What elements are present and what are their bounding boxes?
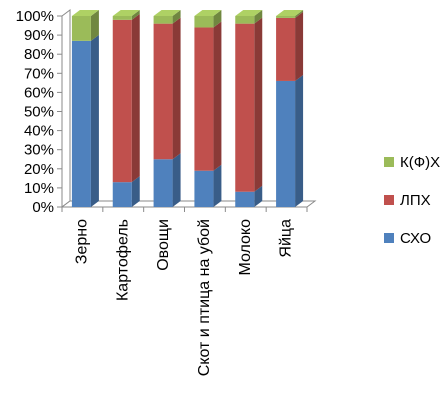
x-category-label: Яйца bbox=[278, 219, 295, 258]
bar-4-series-2-front bbox=[235, 16, 255, 24]
bar-2-series-0-side bbox=[172, 153, 181, 207]
legend-label: К(Ф)Х bbox=[400, 154, 440, 171]
x-category-label: Зерно bbox=[73, 219, 90, 264]
y-tick-label: 30% bbox=[24, 142, 54, 159]
y-tick-label: 60% bbox=[24, 84, 54, 101]
bar-1-series-0-front bbox=[112, 182, 132, 207]
bar-5-top bbox=[276, 10, 304, 16]
side-wall bbox=[61, 9, 71, 208]
x-category-label: Молоко bbox=[237, 219, 254, 276]
bar-4-series-2-side bbox=[254, 10, 263, 24]
bar-3-series-0-side bbox=[213, 164, 222, 207]
bar-2-series-1-side bbox=[172, 17, 181, 160]
y-tick-label: 10% bbox=[24, 180, 54, 197]
bar-5-series-1-side bbox=[295, 11, 304, 81]
bar-3-top bbox=[194, 10, 222, 16]
bar-1-series-2-front bbox=[112, 16, 132, 20]
bar-4-top bbox=[235, 10, 263, 16]
bar-5-series-0-front bbox=[276, 80, 296, 207]
bar-5-series-2-front bbox=[276, 16, 296, 18]
bar-4-series-1-front bbox=[235, 23, 255, 192]
legend-label: СХО bbox=[400, 230, 431, 247]
bar-0-series-0-side bbox=[90, 34, 99, 207]
legend-swatch bbox=[384, 233, 394, 243]
bar-1-top bbox=[112, 10, 140, 16]
bar-3-series-2-front bbox=[194, 16, 214, 28]
y-tick-label: 20% bbox=[24, 161, 54, 178]
y-tick-label: 100% bbox=[16, 8, 54, 25]
y-tick-label: 0% bbox=[32, 199, 54, 216]
y-tick-label: 50% bbox=[24, 104, 54, 121]
bar-2-series-2-front bbox=[153, 16, 173, 24]
bar-0-series-2-side bbox=[90, 10, 99, 41]
y-tick-label: 90% bbox=[24, 27, 54, 44]
bar-1-series-1-side bbox=[131, 13, 140, 183]
bar-2-series-0-front bbox=[153, 159, 173, 207]
x-category-label: Картофель bbox=[114, 219, 131, 301]
bar-0-series-0-front bbox=[71, 40, 91, 207]
y-tick-label: 70% bbox=[24, 65, 54, 82]
bar-2-top bbox=[153, 10, 181, 16]
bar-5-series-1-front bbox=[276, 17, 296, 81]
x-category-label: Овощи bbox=[155, 219, 172, 271]
bar-3-series-2-side bbox=[213, 10, 222, 28]
bar-4-series-1-side bbox=[254, 17, 263, 192]
bar-0-top bbox=[71, 10, 99, 16]
bar-1-series-1-front bbox=[112, 19, 132, 183]
y-tick-label: 40% bbox=[24, 123, 54, 140]
legend-label: ЛПХ bbox=[400, 192, 431, 209]
bar-0-series-2-front bbox=[71, 16, 91, 41]
bar-3-series-0-front bbox=[194, 170, 214, 207]
legend-swatch bbox=[384, 157, 394, 167]
bar-5-series-2-side bbox=[295, 10, 304, 18]
bar-2-series-1-front bbox=[153, 23, 173, 160]
bar-4-series-0-front bbox=[235, 191, 255, 207]
bar-2-series-2-side bbox=[172, 10, 181, 24]
bar-5-series-0-side bbox=[295, 74, 304, 207]
x-category-label: Скот и птица на убой bbox=[196, 219, 213, 376]
legend-swatch bbox=[384, 195, 394, 205]
bar-1-series-0-side bbox=[131, 176, 140, 207]
bar-1-series-2-side bbox=[131, 10, 140, 20]
bar-4-series-0-side bbox=[254, 185, 263, 207]
bar-3-series-1-side bbox=[213, 21, 222, 171]
y-tick-label: 80% bbox=[24, 46, 54, 63]
bar-3-series-1-front bbox=[194, 27, 214, 171]
